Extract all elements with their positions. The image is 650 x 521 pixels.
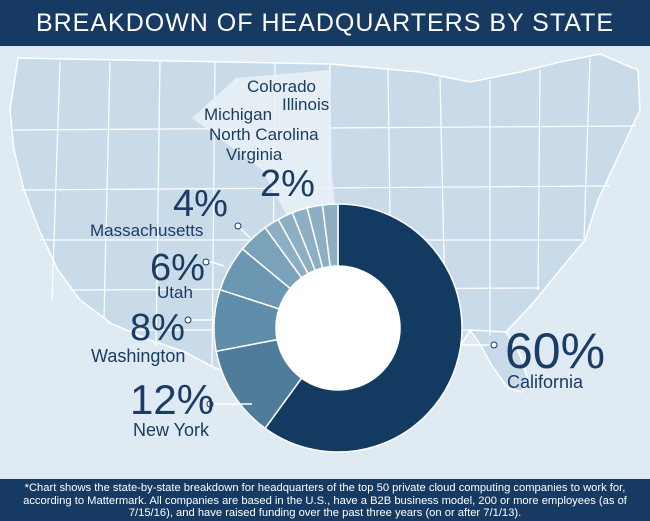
leader-dot-california [490,341,498,349]
title-bar: BREAKDOWN OF HEADQUARTERS BY STATE [0,0,650,46]
chart-title: BREAKDOWN OF HEADQUARTERS BY STATE [35,8,615,37]
label-new-york: New York [133,420,210,440]
label-utah: Utah [157,283,193,302]
highlight-area [192,70,338,232]
donut-chart [213,203,463,453]
label-washington: Washington [91,346,185,366]
label-california: California [507,372,584,392]
leader-dot-new-york [206,400,214,408]
pct-new-york: 12% [130,376,214,423]
footnote: *Chart shows the state-by-state breakdow… [0,479,650,521]
leader-dot-washington [184,316,192,324]
pct-washington: 8% [130,307,185,349]
label-massachusetts: Massachusetts [90,221,203,240]
leader-line-massachusetts [239,227,251,239]
pct-massachusetts: 4% [173,183,228,225]
leader-dot-massachusetts [234,222,242,230]
donut-hole [276,266,400,390]
leader-dot-utah [202,258,210,266]
pct-small-group: 2% [260,163,315,205]
label-north-carolina: North Carolina [209,125,319,144]
chart: 60% California 12% New York 8% Washingto… [9,53,641,453]
leader-lines [184,222,498,408]
pct-utah: 6% [150,247,205,289]
slice-labels: 60% California 12% New York 8% Washingto… [90,77,605,440]
pct-california: 60% [505,323,605,379]
label-illinois: Illinois [282,95,329,114]
label-colorado: Colorado [247,77,316,96]
label-michigan: Michigan [204,105,272,124]
label-virginia: Virginia [226,145,283,164]
